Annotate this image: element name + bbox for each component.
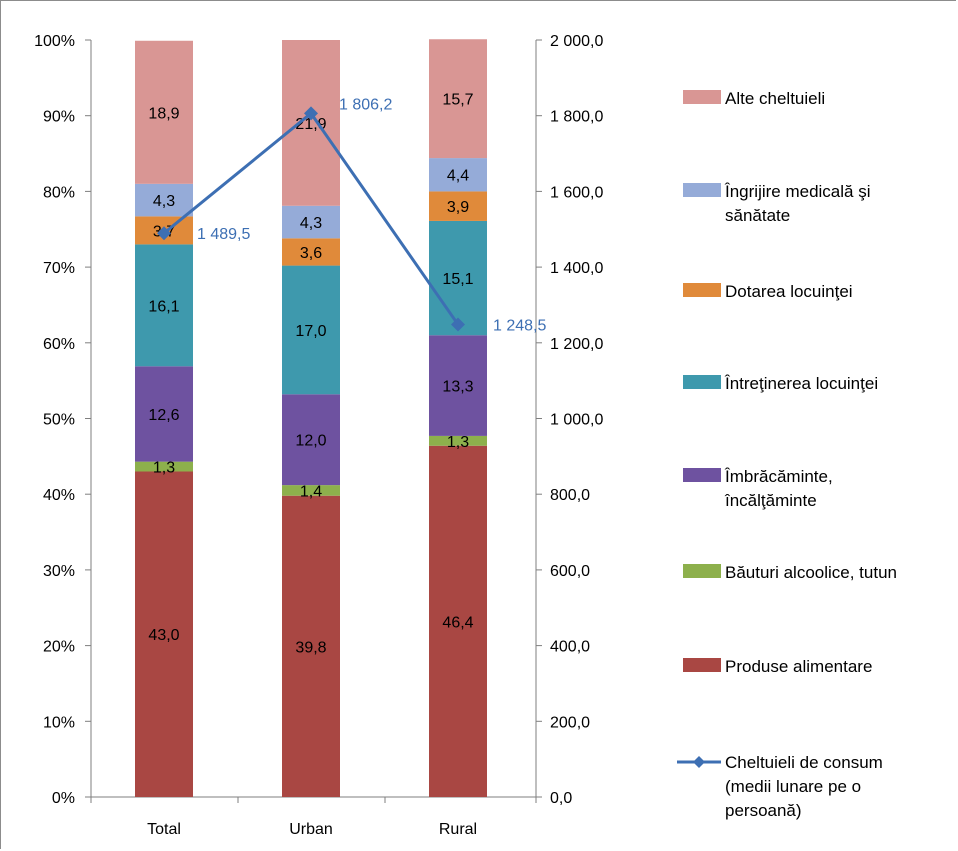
right-tick-label: 800,0 (550, 487, 590, 504)
bar-data-label: 46,4 (442, 614, 473, 631)
bar-data-label: 15,7 (442, 92, 473, 109)
legend-swatch (683, 183, 721, 197)
line-data-label: 1 489,5 (197, 226, 250, 243)
legend-label: sănătate (725, 206, 790, 225)
right-tick-label: 1 000,0 (550, 412, 603, 429)
legend-swatch (683, 564, 721, 578)
legend-swatch (683, 468, 721, 482)
bar-segment (135, 40, 193, 184)
left-tick-label: 60% (43, 336, 75, 353)
bar-segment (429, 220, 487, 336)
legend-line-marker (693, 756, 705, 768)
bar-data-label: 1,4 (300, 483, 322, 500)
legend-label: Alte cheltuieli (725, 89, 825, 108)
bar-segment (135, 244, 193, 367)
line-marker-diamond (451, 317, 465, 332)
line-marker-diamond (304, 106, 318, 121)
bar-data-label: 3,6 (300, 245, 322, 262)
bar-data-label: 4,4 (447, 168, 469, 185)
legend-swatch (683, 283, 721, 297)
bar-data-label: 4,3 (153, 193, 175, 210)
bar-data-label: 13,3 (442, 379, 473, 396)
bar-segment (282, 265, 340, 395)
legend-swatch (683, 90, 721, 104)
right-tick-label: 1 800,0 (550, 109, 603, 126)
bar-segment (135, 471, 193, 797)
bar-segment (282, 205, 340, 239)
bar-data-label: 17,0 (295, 323, 326, 340)
bar-data-label: 1,3 (447, 434, 469, 451)
bar-segment (429, 435, 487, 446)
x-tick-label: Rural (439, 821, 477, 838)
legend-label: Produse alimentare (725, 657, 872, 676)
left-tick-label: 0% (52, 790, 75, 807)
right-tick-label: 2 000,0 (550, 33, 603, 50)
bar-data-label: 1,3 (153, 460, 175, 477)
x-tick-label: Urban (289, 821, 333, 838)
left-tick-label: 90% (43, 109, 75, 126)
right-tick-label: 1 200,0 (550, 336, 603, 353)
bar-data-label: 15,1 (442, 271, 473, 288)
bar-segment (429, 191, 487, 221)
left-tick-label: 50% (43, 412, 75, 429)
legend-label: Cheltuieli de consum (725, 753, 883, 772)
right-tick-label: 1 600,0 (550, 184, 603, 201)
left-tick-label: 80% (43, 184, 75, 201)
left-tick-label: 30% (43, 563, 75, 580)
legend-swatch (683, 658, 721, 672)
right-tick-label: 0,0 (550, 790, 572, 807)
left-tick-label: 100% (34, 33, 75, 50)
bar-segment (282, 394, 340, 486)
bar-data-label: 4,3 (300, 215, 322, 232)
bar-data-label: 43,0 (148, 627, 179, 644)
left-tick-label: 20% (43, 639, 75, 656)
left-tick-label: 70% (43, 260, 75, 277)
bar-segment (135, 366, 193, 462)
legend-label: Dotarea locuinţei (725, 282, 853, 301)
bar-data-label: 3,9 (447, 199, 469, 216)
bar-segment (282, 40, 340, 206)
legend-label: Îmbrăcăminte, (724, 467, 833, 486)
bar-segment (429, 39, 487, 159)
bar-segment (429, 158, 487, 192)
right-tick-label: 400,0 (550, 639, 590, 656)
bar-segment (282, 238, 340, 266)
bar-data-label: 39,8 (295, 639, 326, 656)
right-tick-label: 600,0 (550, 563, 590, 580)
bar-data-label: 16,1 (148, 298, 179, 315)
legend-label: Îngrijire medicală şi (724, 182, 871, 201)
bar-data-label: 12,0 (295, 433, 326, 450)
legend-label: Băuturi alcoolice, tutun (725, 563, 897, 582)
bar-data-label: 12,6 (148, 407, 179, 424)
right-tick-label: 1 400,0 (550, 260, 603, 277)
bar-data-label: 18,9 (148, 105, 179, 122)
legend-label: (medii lunare pe o (725, 777, 861, 796)
legend-label: Întreţinerea locuinţei (724, 374, 878, 393)
bar-segment (429, 335, 487, 436)
left-tick-label: 10% (43, 714, 75, 731)
x-tick-label: Total (147, 821, 181, 838)
legend-label: încălţăminte (724, 491, 817, 510)
bar-segment (135, 461, 193, 472)
bar-segment (429, 445, 487, 797)
left-tick-label: 40% (43, 487, 75, 504)
line-data-label: 1 806,2 (339, 96, 392, 113)
right-tick-label: 200,0 (550, 714, 590, 731)
legend-swatch (683, 375, 721, 389)
line-data-label: 1 248,5 (493, 317, 546, 334)
bar-segment (282, 485, 340, 496)
bar-segment (282, 495, 340, 797)
line-marker-diamond (157, 226, 171, 241)
bar-segment (135, 183, 193, 217)
legend-label: persoană) (725, 801, 802, 820)
